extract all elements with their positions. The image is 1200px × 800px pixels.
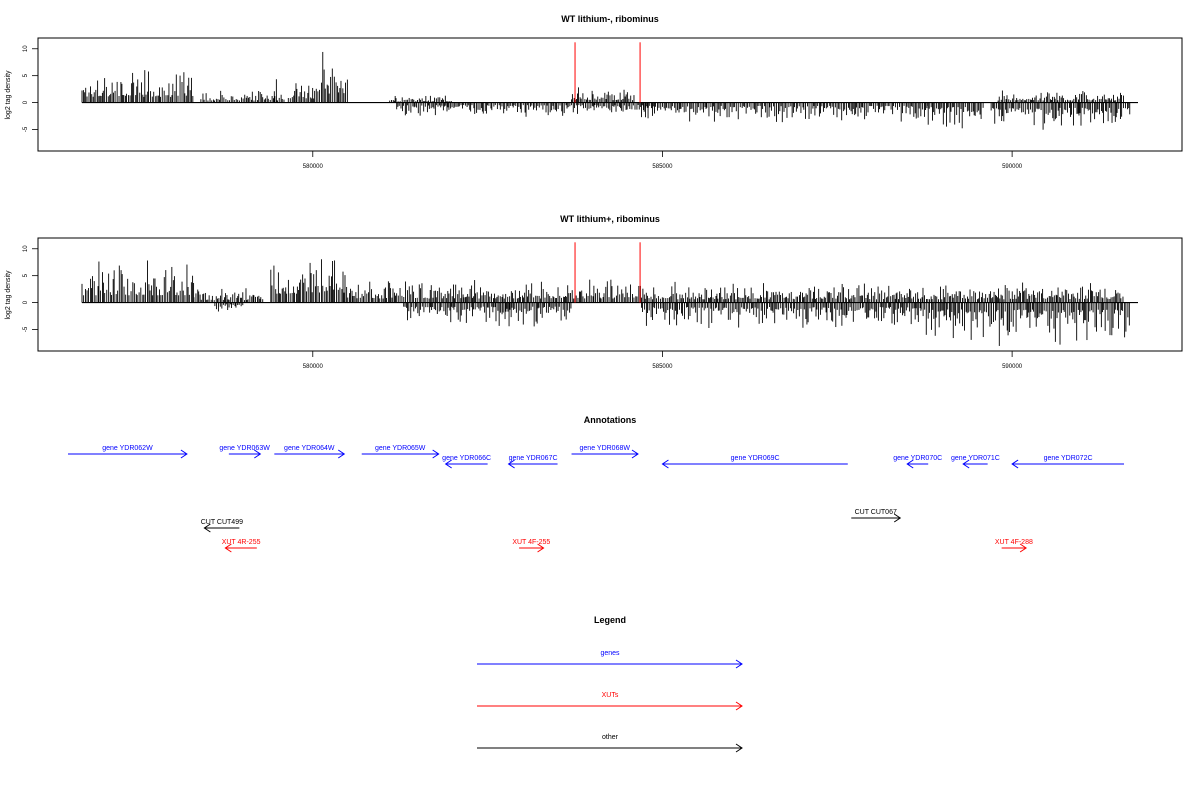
panel1-bars (81, 42, 1138, 130)
arrowhead-icon (1011, 459, 1019, 469)
feature-label: CUT CUT067 (855, 509, 897, 516)
panel2-axes: -5 0 5 10 580000 585000 590000 (23, 245, 1023, 370)
feature-label: XUT 4F-255 (512, 539, 550, 546)
annotation-feature: XUT 4F-255 (512, 539, 550, 553)
feature-label: XUT 4F-288 (995, 539, 1033, 546)
legend-item: genes (477, 650, 743, 669)
annotation-feature: gene YDR068W (571, 445, 639, 459)
x-tick-label: 590000 (1002, 364, 1023, 370)
annotation-feature: gene YDR063W (219, 445, 270, 459)
legend-item: other (477, 734, 743, 753)
arrowhead-icon (1019, 543, 1028, 553)
feature-label: gene YDR063W (219, 445, 270, 452)
annotation-feature: gene YDR065W (361, 445, 440, 459)
y-tick-label: 0 (23, 300, 29, 304)
panel2-title: WT lithium+, ribominus (560, 214, 660, 224)
arrowhead-icon (893, 513, 902, 523)
panel2-bars (81, 242, 1138, 346)
y-tick-label: -5 (23, 326, 29, 332)
arrowhead-icon (180, 449, 188, 459)
feature-label: gene YDR068W (580, 445, 631, 452)
legend-item: XUTs (477, 692, 743, 711)
arrowhead-icon (537, 543, 545, 553)
legend-title: Legend (594, 615, 626, 625)
arrowhead-icon (735, 659, 743, 669)
legend-panel: Legend genes XUTs other (477, 615, 743, 753)
arrowhead-icon (507, 459, 515, 469)
annotation-feature: gene YDR070C (893, 455, 942, 469)
x-tick-label: 580000 (303, 164, 324, 170)
arrowhead-icon (962, 459, 970, 469)
annotation-feature: gene YDR072C (1011, 455, 1125, 469)
arrowhead-icon (735, 743, 743, 753)
arrowhead-icon (661, 459, 669, 469)
panel1-title: WT lithium-, ribominus (561, 14, 659, 24)
annotation-feature: XUT 4R-255 (222, 539, 261, 553)
annotation-feature: XUT 4F-288 (995, 539, 1033, 553)
annotation-feature: gene YDR064W (274, 445, 346, 459)
feature-label: gene YDR072C (1044, 455, 1093, 462)
feature-label: gene YDR065W (375, 445, 426, 452)
feature-label: CUT CUT499 (201, 519, 243, 526)
panel-lithium-minus: WT lithium-, ribominus -5 0 5 10 580000 58500… (5, 14, 1183, 170)
feature-label: gene YDR067C (509, 455, 558, 462)
annotations-panel: Annotations gene YDR062W gene YDR063W gene… (68, 415, 1125, 553)
y-tick-label: 10 (23, 45, 29, 52)
legend-label: XUTs (602, 692, 619, 699)
annotation-feature: gene YDR067C (507, 455, 558, 469)
annotations-title: Annotations (584, 415, 637, 425)
panel2-frame (37, 237, 1183, 352)
arrowhead-icon (254, 449, 262, 459)
x-tick-label: 585000 (652, 364, 673, 370)
legend-label: other (602, 734, 619, 741)
y-tick-label: 0 (23, 100, 29, 104)
annotation-feature: CUT CUT067 (851, 509, 902, 523)
panel-lithium-plus: WT lithium+, ribominus -5 0 5 10 580000 58500… (5, 214, 1183, 370)
annotation-features: gene YDR062W gene YDR063W gene YDR064W gene… (68, 445, 1125, 553)
arrowhead-icon (906, 459, 914, 469)
annotation-feature: gene YDR071C (951, 455, 1000, 469)
panel1-ylabel: log2 tag density (5, 70, 12, 120)
y-tick-label: 10 (23, 245, 29, 252)
feature-label: gene YDR070C (893, 455, 942, 462)
annotation-feature: gene YDR069C (661, 455, 848, 469)
annotation-feature: CUT CUT499 (201, 519, 243, 533)
y-tick-label: 5 (23, 273, 29, 277)
x-tick-label: 590000 (1002, 164, 1023, 170)
arrowhead-icon (203, 523, 211, 533)
feature-label: gene YDR069C (731, 455, 780, 462)
panel2-ylabel: log2 tag density (5, 270, 12, 320)
annotation-feature: gene YDR062W (68, 445, 188, 459)
feature-label: gene YDR071C (951, 455, 1000, 462)
arrowhead-icon (337, 449, 346, 459)
y-tick-label: -5 (23, 126, 29, 132)
arrowhead-icon (444, 459, 452, 469)
panel1-axes: -5 0 5 10 580000 585000 590000 (23, 45, 1023, 170)
x-tick-label: 580000 (303, 364, 324, 370)
annotation-feature: gene YDR066C (442, 455, 491, 469)
legend-label: genes (600, 650, 620, 657)
feature-label: XUT 4R-255 (222, 539, 261, 546)
feature-label: gene YDR062W (102, 445, 153, 452)
arrowhead-icon (735, 701, 743, 711)
x-tick-label: 585000 (652, 164, 673, 170)
arrowhead-icon (432, 449, 440, 459)
legend-items: genes XUTs other (477, 650, 743, 753)
arrowhead-icon (224, 543, 232, 553)
feature-label: gene YDR064W (284, 445, 335, 452)
arrowhead-icon (631, 449, 639, 459)
panel1-frame (37, 37, 1183, 152)
y-tick-label: 5 (23, 73, 29, 77)
feature-label: gene YDR066C (442, 455, 491, 462)
